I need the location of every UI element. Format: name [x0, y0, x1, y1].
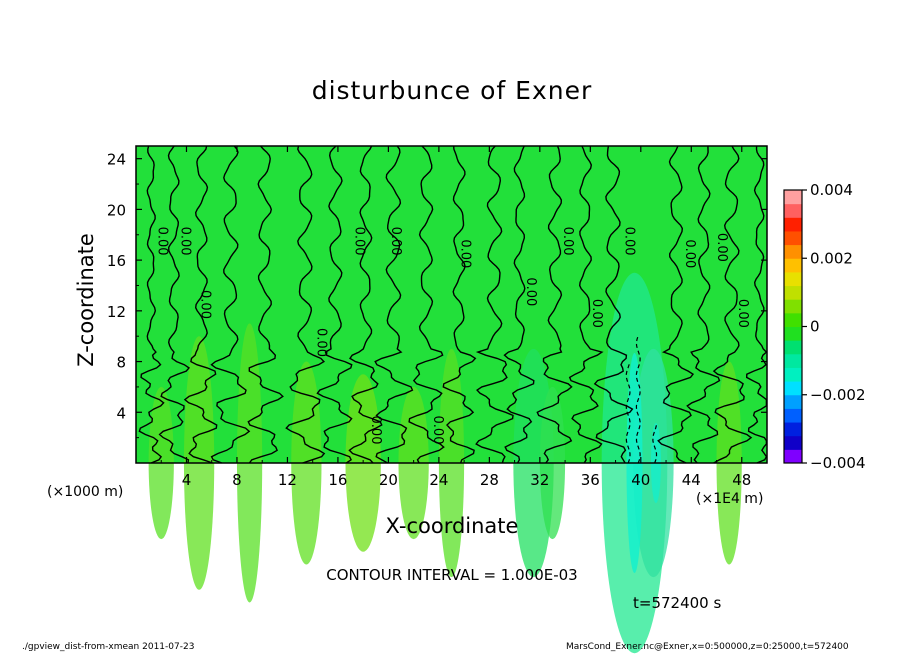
contour-label: 0.00	[368, 416, 383, 445]
x-tick-label: 24	[429, 471, 448, 489]
contour-label: 0.00	[560, 227, 575, 256]
x-tick-label: 4	[182, 471, 192, 489]
contour-line	[442, 145, 477, 464]
contour-line	[316, 145, 353, 464]
colorbar-swatch	[784, 381, 802, 396]
colorbar-swatch	[784, 449, 802, 464]
x-tick-label: 36	[581, 471, 600, 489]
contour-line	[138, 145, 165, 464]
chart-title: disturbunce of Exner	[311, 76, 593, 105]
x-tick-label: 40	[631, 471, 650, 489]
x-axis-ticks: 4 8 12 16 20 24 28 32 36 40 44 48	[160, 146, 751, 489]
contour-line	[593, 145, 634, 464]
plot-frame	[135, 145, 768, 464]
contour-labels: 0.00 0.00 0.00 0.00 0.00 0.00 0.00 0.00 0.00 0.00…	[155, 227, 751, 445]
contour-line	[686, 145, 721, 464]
x-tick-label: 20	[379, 471, 398, 489]
contour-line	[568, 145, 604, 464]
contour-line	[348, 145, 383, 464]
contour-label: 0.00	[155, 227, 170, 256]
contour-line	[374, 145, 414, 464]
x-tick-label: 48	[732, 471, 751, 489]
y-tick-label: 12	[107, 303, 126, 321]
x-tick-label: 16	[328, 471, 347, 489]
colorbar-swatch	[784, 230, 802, 246]
colorbar-tick-label: −0.004	[810, 454, 866, 472]
colorbar-swatch	[784, 422, 802, 437]
y-tick-label: 8	[116, 354, 126, 372]
contour-label: 0.00	[177, 227, 192, 256]
colorbar: 0.004 0.002 0 −0.002 −0.004	[783, 181, 866, 472]
footer-right: MarsCond_Exner.nc@Exner,x=0:500000,z=0:2…	[566, 642, 849, 652]
contour-line	[158, 145, 191, 464]
y-axis-ticks: 4 8 12 16 20 24	[107, 151, 767, 439]
x-axis-label: X-coordinate	[385, 514, 519, 538]
contour-line	[536, 145, 573, 464]
negative-contour	[625, 361, 631, 464]
contour-line	[475, 145, 514, 464]
colorbar-swatch	[784, 353, 802, 368]
colorbar-swatch	[784, 190, 802, 205]
colorbar-swatch	[784, 435, 802, 450]
colorbar-swatch	[784, 299, 802, 314]
colorbar-swatch	[784, 312, 802, 327]
colorbar-swatch	[784, 285, 802, 300]
colorbar-swatch	[784, 326, 802, 341]
contour-line	[712, 145, 753, 464]
contour-label: 0.00	[430, 416, 445, 445]
contour-lines	[138, 145, 768, 464]
contour-line	[503, 145, 535, 464]
contour-label: 0.00	[314, 328, 329, 357]
colorbar-swatch	[784, 340, 802, 355]
x-tick-label: 8	[232, 471, 242, 489]
colorbar-swatch	[784, 258, 802, 273]
negative-contour	[635, 336, 641, 464]
contour-line	[285, 145, 326, 464]
x-unit-right: (×1E4 m)	[696, 491, 764, 507]
contour-label: 0.00	[523, 277, 538, 306]
contour-label: 0.00	[682, 239, 697, 268]
colorbar-swatch	[784, 203, 802, 218]
y-tick-label: 20	[107, 201, 126, 219]
colorbar-swatch	[784, 408, 802, 423]
colorbar-swatch	[784, 271, 802, 287]
contour-label: 0.00	[198, 290, 213, 319]
contour-label: 0.00	[622, 227, 637, 256]
contour-interval-note: CONTOUR INTERVAL = 1.000E-03	[326, 566, 578, 584]
x-tick-label: 32	[530, 471, 549, 489]
x-tick-label: 28	[480, 471, 499, 489]
contour-line	[183, 145, 218, 464]
contour-line	[408, 145, 445, 464]
contour-label: 0.00	[458, 239, 473, 268]
colorbar-tick-label: −0.002	[810, 386, 866, 404]
colorbar-swatch	[784, 394, 802, 409]
x-unit-left: (×1000 m)	[47, 484, 124, 500]
y-axis-label: Z-coordinate	[74, 233, 98, 367]
colorbar-swatch	[784, 367, 802, 382]
colorbar-tick-label: 0.004	[810, 181, 853, 199]
contour-line	[745, 145, 768, 464]
colorbar-tick-label: 0	[810, 318, 820, 336]
x-tick-label: 12	[278, 471, 297, 489]
colorbar-swatch	[784, 244, 802, 259]
contour-label: 0.00	[388, 227, 403, 256]
y-tick-label: 24	[107, 151, 126, 169]
colorbar-swatch	[784, 217, 802, 232]
contour-line	[657, 145, 695, 464]
contour-line	[247, 145, 284, 464]
contour-label: 0.00	[714, 233, 729, 262]
contour-label: 0.00	[352, 227, 367, 256]
contour-label: 0.00	[589, 299, 604, 328]
x-tick-label: 44	[682, 471, 701, 489]
colorbar-tick-label: 0.002	[810, 249, 853, 267]
time-stamp: t=572400 s	[633, 594, 722, 612]
footer-left: ./gpview_dist-from-xmean 2011-07-23	[22, 642, 195, 652]
contour-line	[210, 145, 251, 464]
y-tick-label: 16	[107, 252, 126, 270]
y-tick-label: 4	[116, 404, 126, 422]
contour-label: 0.00	[735, 299, 750, 328]
